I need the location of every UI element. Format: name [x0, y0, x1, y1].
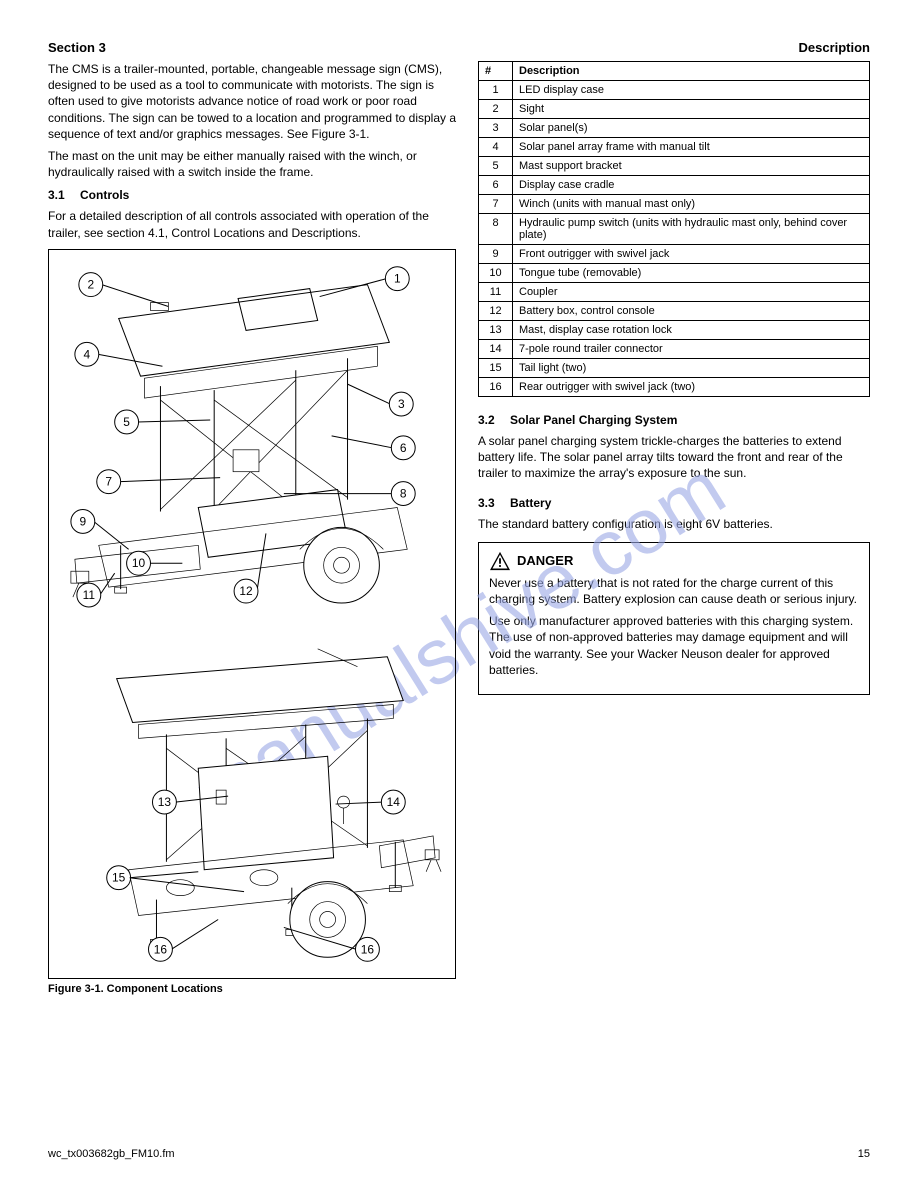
table-row: 9Front outrigger with swivel jack: [479, 245, 870, 264]
table-row: 3Solar panel(s): [479, 119, 870, 138]
svg-text:16: 16: [154, 942, 168, 956]
cell-description: Front outrigger with swivel jack: [513, 245, 870, 264]
table-row: 147-pole round trailer connector: [479, 340, 870, 359]
cell-number: 15: [479, 359, 513, 378]
cell-description: Display case cradle: [513, 176, 870, 195]
table-row: 1LED display case: [479, 81, 870, 100]
table-row: 16Rear outrigger with swivel jack (two): [479, 378, 870, 397]
intro-p1: The CMS is a trailer-mounted, portable, …: [48, 61, 458, 142]
svg-text:8: 8: [400, 486, 407, 500]
svg-text:7: 7: [105, 474, 112, 488]
cell-description: Sight: [513, 100, 870, 119]
cell-description: Solar panel(s): [513, 119, 870, 138]
table-row: 6Display case cradle: [479, 176, 870, 195]
table-row: 5Mast support bracket: [479, 157, 870, 176]
cell-number: 10: [479, 264, 513, 283]
cell-description: Battery box, control console: [513, 302, 870, 321]
cell-number: 6: [479, 176, 513, 195]
cell-number: 3: [479, 119, 513, 138]
cell-number: 14: [479, 340, 513, 359]
svg-text:15: 15: [112, 870, 126, 884]
table-row: 7Winch (units with manual mast only): [479, 195, 870, 214]
cell-number: 12: [479, 302, 513, 321]
cell-number: 13: [479, 321, 513, 340]
cell-description: Coupler: [513, 283, 870, 302]
cell-description: Tongue tube (removable): [513, 264, 870, 283]
cell-number: 7: [479, 195, 513, 214]
svg-text:10: 10: [132, 556, 146, 570]
battery-heading: 3.3 Battery: [478, 496, 870, 510]
cell-number: 9: [479, 245, 513, 264]
col-description: Description: [513, 62, 870, 81]
svg-text:3: 3: [398, 397, 405, 411]
cell-number: 5: [479, 157, 513, 176]
intro-block: The CMS is a trailer-mounted, portable, …: [48, 61, 458, 180]
svg-text:9: 9: [80, 514, 87, 528]
table-row: 2Sight: [479, 100, 870, 119]
cell-number: 4: [479, 138, 513, 157]
table-row: 10Tongue tube (removable): [479, 264, 870, 283]
table-row: 4Solar panel array frame with manual til…: [479, 138, 870, 157]
warning-icon: [489, 551, 511, 571]
svg-text:14: 14: [387, 795, 401, 809]
cell-description: LED display case: [513, 81, 870, 100]
intro-p2: The mast on the unit may be either manua…: [48, 148, 458, 180]
cell-description: Solar panel array frame with manual tilt: [513, 138, 870, 157]
table-header-row: # Description: [479, 62, 870, 81]
danger-box: DANGER Never use a battery that is not r…: [478, 542, 870, 695]
table-row: 8Hydraulic pump switch (units with hydra…: [479, 214, 870, 245]
svg-text:11: 11: [83, 588, 96, 602]
svg-text:6: 6: [400, 441, 407, 455]
solar-heading: 3.2 Solar Panel Charging System: [478, 413, 870, 427]
cell-description: Hydraulic pump switch (units with hydrau…: [513, 214, 870, 245]
svg-text:12: 12: [239, 584, 253, 598]
cell-number: 2: [479, 100, 513, 119]
header-right: Description: [798, 40, 870, 55]
cell-description: Tail light (two): [513, 359, 870, 378]
svg-text:4: 4: [83, 347, 90, 361]
controls-heading: 3.1 Controls: [48, 188, 458, 202]
cell-number: 1: [479, 81, 513, 100]
parts-table: # Description 1LED display case2Sight3So…: [478, 61, 870, 397]
table-row: 13Mast, display case rotation lock: [479, 321, 870, 340]
table-row: 15Tail light (two): [479, 359, 870, 378]
page-number: 15: [858, 1148, 870, 1160]
col-number: #: [479, 62, 513, 81]
svg-text:16: 16: [361, 942, 375, 956]
cell-number: 16: [479, 378, 513, 397]
cell-number: 8: [479, 214, 513, 245]
cell-description: Mast, display case rotation lock: [513, 321, 870, 340]
header-left: Section 3: [48, 40, 106, 55]
svg-text:5: 5: [123, 415, 130, 429]
cell-description: 7-pole round trailer connector: [513, 340, 870, 359]
footer: wc_tx003682gb_FM10.fm 15: [48, 1148, 870, 1160]
danger-label: DANGER: [517, 553, 573, 568]
figure-caption: Figure 3-1. Component Locations: [48, 983, 458, 995]
cell-number: 11: [479, 283, 513, 302]
svg-text:13: 13: [158, 795, 172, 809]
danger-p1: Never use a battery that is not rated fo…: [489, 575, 859, 607]
cell-description: Winch (units with manual mast only): [513, 195, 870, 214]
svg-text:2: 2: [87, 277, 94, 291]
figure-box: 214356789101211 1314151616: [48, 249, 456, 979]
doc-id: wc_tx003682gb_FM10.fm: [48, 1148, 175, 1160]
table-row: 11Coupler: [479, 283, 870, 302]
battery-body: The standard battery configuration is ei…: [478, 516, 870, 532]
controls-body: For a detailed description of all contro…: [48, 208, 458, 240]
component-diagram: 214356789101211 1314151616: [49, 250, 455, 978]
solar-body: A solar panel charging system trickle-ch…: [478, 433, 870, 482]
danger-p2: Use only manufacturer approved batteries…: [489, 613, 859, 678]
svg-text:1: 1: [394, 271, 401, 285]
cell-description: Rear outrigger with swivel jack (two): [513, 378, 870, 397]
cell-description: Mast support bracket: [513, 157, 870, 176]
table-row: 12Battery box, control console: [479, 302, 870, 321]
